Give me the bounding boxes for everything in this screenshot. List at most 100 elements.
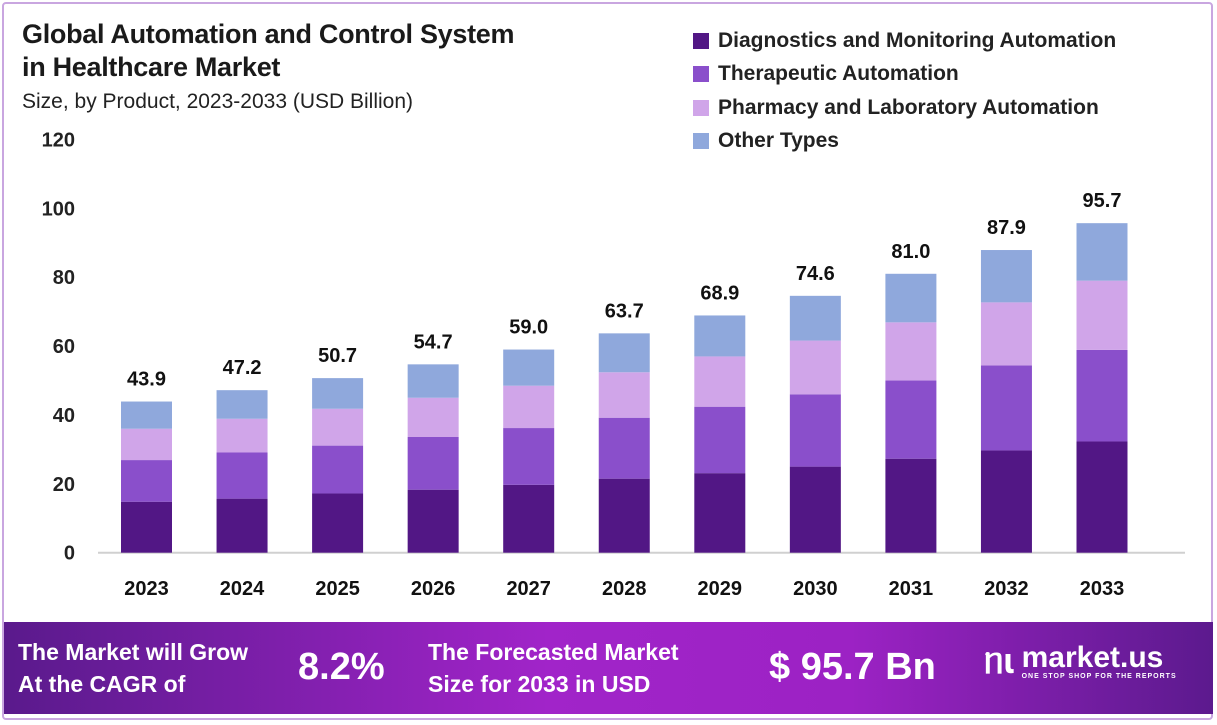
chart-subtitle: Size, by Product, 2023-2033 (USD Billion… <box>22 90 414 113</box>
bar-segment <box>598 372 650 418</box>
data-label: 95.7 <box>1083 190 1122 212</box>
bar-segment <box>121 501 172 553</box>
y-tick-label: 80 <box>53 267 75 289</box>
y-tick-label: 60 <box>53 336 75 358</box>
bar-segment <box>216 498 268 553</box>
bar-segment <box>694 406 746 474</box>
data-label: 63.7 <box>605 300 644 322</box>
bar-segment <box>598 417 650 479</box>
bar-segment <box>503 385 555 429</box>
y-tick-label: 120 <box>42 130 75 152</box>
forecast-label-line-2: Size for 2033 in USD <box>428 671 651 697</box>
legend-label: Other Types <box>718 129 839 153</box>
x-tick-label: 2028 <box>602 578 647 600</box>
bar-segment <box>980 302 1032 366</box>
data-label: 81.0 <box>891 241 930 263</box>
bar-segment <box>1076 223 1128 281</box>
bar-segment <box>503 484 555 553</box>
legend-item: Therapeutic Automation <box>693 58 1116 92</box>
x-tick-label: 2030 <box>793 578 838 600</box>
cagr-label-line-1: The Market will Grow <box>18 639 249 665</box>
legend-item: Pharmacy and Laboratory Automation <box>693 91 1116 125</box>
bar-segment <box>312 493 364 553</box>
bar-segment <box>789 295 841 341</box>
x-tick-label: 2029 <box>698 578 743 600</box>
bar-segment <box>885 458 937 553</box>
bar-segment <box>312 408 364 446</box>
cagr-label-line-2: At the CAGR of <box>18 671 186 697</box>
data-label: 59.0 <box>509 317 548 339</box>
bar-segment <box>885 273 937 323</box>
data-label: 54.7 <box>414 331 453 353</box>
cagr-value: 8.2% <box>298 646 385 688</box>
legend-label: Diagnostics and Monitoring Automation <box>718 28 1117 52</box>
forecast-label: The Forecasted Market Size for 2033 in U… <box>428 636 679 700</box>
legend-swatch <box>693 32 709 49</box>
bar-segment <box>1076 280 1128 350</box>
bar-segment <box>216 390 268 419</box>
bar-segment <box>598 478 650 553</box>
title-line-2: in Healthcare Market <box>22 52 281 82</box>
bar-segment <box>312 378 364 409</box>
bar-segment <box>694 356 746 407</box>
title-line-1: Global Automation and Control System <box>22 19 515 49</box>
bar-segment <box>216 452 268 499</box>
brand-name: market.us <box>1021 641 1164 674</box>
bar-segment <box>407 364 459 398</box>
cagr-label: The Market will Grow At the CAGR of <box>18 636 248 700</box>
chart-title: Global Automation and Control System in … <box>22 18 515 84</box>
y-tick-label: 40 <box>53 405 75 427</box>
bar-segment <box>885 322 937 381</box>
data-label: 74.6 <box>796 263 835 285</box>
brand-tagline: ONE STOP SHOP FOR THE REPORTS <box>1021 673 1177 680</box>
x-tick-label: 2023 <box>124 578 169 600</box>
bar-segment <box>121 428 172 461</box>
footer-banner: The Market will Grow At the CAGR of 8.2%… <box>4 622 1213 714</box>
brand-logo: ᥒɩ market.us ONE STOP SHOP FOR THE REPOR… <box>984 640 1177 683</box>
bar-segment <box>789 394 841 467</box>
bar-segment <box>503 349 555 386</box>
legend-label: Pharmacy and Laboratory Automation <box>718 95 1099 119</box>
market-us-logo-icon: ᥒɩ <box>984 640 1014 681</box>
data-label: 47.2 <box>223 357 262 379</box>
forecast-value: $ 95.7 Bn <box>769 646 936 688</box>
x-tick-label: 2032 <box>984 578 1029 600</box>
bar-segment <box>980 250 1032 303</box>
bar-segment <box>598 333 650 373</box>
data-label: 68.9 <box>700 282 739 304</box>
legend: Diagnostics and Monitoring Automation Th… <box>693 24 1116 158</box>
bar-segment <box>407 489 459 553</box>
bar-segment <box>216 418 268 453</box>
y-tick-label: 0 <box>64 543 75 565</box>
bar-segment <box>503 428 555 485</box>
forecast-label-line-1: The Forecasted Market <box>428 639 679 665</box>
bar-segment <box>789 340 841 395</box>
x-tick-label: 2031 <box>889 578 934 600</box>
bar-segment <box>1076 441 1128 553</box>
bar-segment <box>312 445 364 494</box>
bar-segment <box>407 397 459 438</box>
x-tick-label: 2025 <box>315 578 360 600</box>
x-tick-label: 2024 <box>220 578 265 600</box>
legend-swatch <box>693 133 709 150</box>
x-tick-label: 2026 <box>411 578 456 600</box>
bar-segment <box>789 466 841 553</box>
bar-segment <box>980 365 1032 451</box>
data-label: 43.9 <box>127 369 166 391</box>
bar-segment <box>121 460 172 502</box>
bar-segment <box>121 401 172 429</box>
bar-segment <box>1076 349 1128 442</box>
bar-segment <box>407 437 459 490</box>
legend-swatch <box>693 66 709 83</box>
data-label: 87.9 <box>987 217 1026 239</box>
bar-segment <box>885 380 937 459</box>
data-label: 50.7 <box>318 345 357 367</box>
legend-item: Other Types <box>693 125 1116 159</box>
legend-swatch <box>693 99 709 116</box>
legend-label: Therapeutic Automation <box>718 62 959 86</box>
x-tick-label: 2027 <box>506 578 551 600</box>
bar-segment <box>980 450 1032 553</box>
bar-segment <box>694 473 746 553</box>
y-tick-label: 20 <box>53 474 75 496</box>
